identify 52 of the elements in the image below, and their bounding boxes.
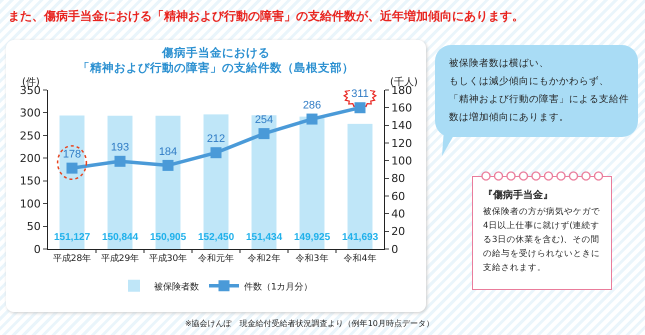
- point: [114, 156, 126, 167]
- point: [162, 160, 174, 171]
- y-tick-label: 100: [20, 197, 41, 210]
- y2-tick-label: 0: [391, 242, 398, 256]
- annotation: 152,450: [198, 232, 235, 243]
- x-tick-label: 令和2年: [248, 252, 280, 264]
- legend-label: 被保険者数: [154, 281, 199, 292]
- y2-tick-label: 60: [391, 190, 406, 203]
- y2-tick-label: 160: [391, 102, 412, 115]
- text: 『傷病手当金』: [483, 189, 554, 203]
- y2-tick-label: 80: [391, 172, 406, 186]
- y-tick-label: 300: [20, 106, 41, 120]
- y2-axis-title: (千人): [390, 76, 418, 88]
- text: 被保険者数は横ばい、もしくは減少傾向にもかかわらず、「精神および行動の障害」による支給件数は増加傾向にあります。: [435, 45, 638, 137]
- y2-tick-label: 120: [391, 136, 412, 150]
- x-tick-label: 平成28年: [52, 252, 92, 264]
- y-tick-label: 50: [26, 220, 41, 234]
- point: [306, 114, 318, 125]
- x-tick-label: 令和3年: [296, 252, 328, 264]
- data-label: 212: [206, 133, 226, 146]
- point: [210, 147, 222, 158]
- y2-tick-label: 140: [391, 119, 412, 132]
- annotation: 151,434: [246, 232, 283, 243]
- data-label: 286: [302, 99, 322, 112]
- data-label: 254: [254, 114, 274, 126]
- legend-label: 件数（1カ月分）: [244, 281, 313, 292]
- annotation: 141,693: [342, 232, 379, 243]
- y2-tick-label: 20: [391, 225, 406, 238]
- chart-title: 傷病手当金における「精神および行動の障害」の支給件数（島根支部）: [78, 45, 354, 74]
- annotation: 151,127: [54, 232, 91, 243]
- annotation: 149,925: [294, 232, 331, 243]
- data-label: 311: [351, 88, 369, 100]
- data-label: 178: [62, 148, 82, 161]
- y-tick-label: 150: [20, 174, 41, 188]
- x-tick-label: 令和4年: [344, 252, 376, 264]
- annotation: 150,905: [150, 232, 187, 243]
- text: ※協会けんぽ 現金給付受給者状況調査より（例年10月時点データ）: [185, 318, 434, 329]
- y-tick-label: 200: [20, 152, 41, 165]
- annotation: 150,844: [102, 232, 139, 243]
- y2-tick-label: 40: [391, 208, 406, 221]
- y2-tick-label: 100: [391, 154, 412, 168]
- text: また、傷病手当金における「精神および行動の障害」の支給件数が、近年増加傾向にあります。: [8, 8, 524, 25]
- y-tick-label: 0: [34, 242, 41, 256]
- point: [258, 128, 270, 140]
- x-tick-label: 平成30年: [148, 252, 188, 264]
- point: [354, 102, 366, 114]
- data-label: 193: [110, 142, 130, 154]
- text: 被保険者の方が病気やケガで4日以上仕事に就けず(連続する3日の休業を含む)、その間の給与を受けられないときに支給されます。: [483, 207, 600, 273]
- x-tick-label: 平成29年: [100, 252, 140, 264]
- x-tick-label: 令和元年: [198, 252, 234, 264]
- data-label: 184: [158, 146, 178, 158]
- y-tick-label: 250: [20, 129, 41, 142]
